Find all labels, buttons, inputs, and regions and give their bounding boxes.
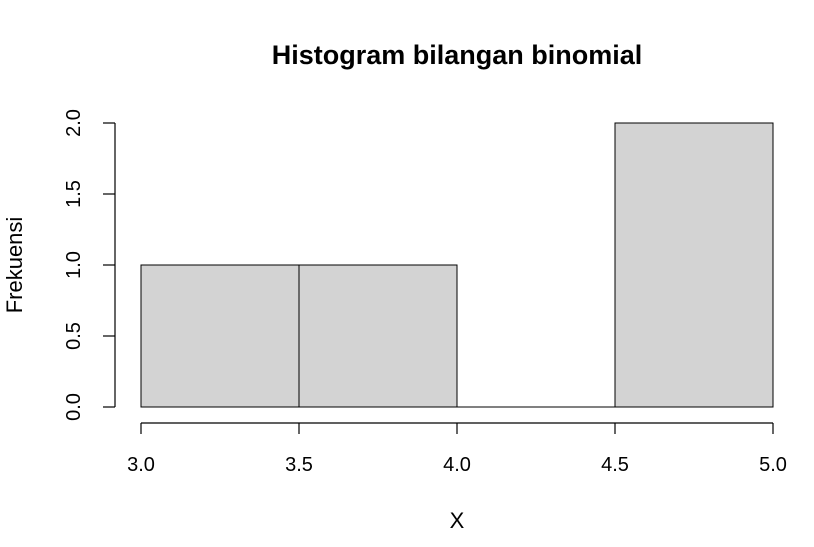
y-axis-label: Frekuensi xyxy=(2,217,27,314)
x-tick-label-3: 4.5 xyxy=(601,454,629,476)
x-axis: 3.0 3.5 4.0 4.5 5.0 xyxy=(127,422,787,476)
y-axis: 0.0 0.5 1.0 1.5 2.0 xyxy=(63,109,116,421)
x-tick-label-4: 5.0 xyxy=(759,454,787,476)
chart-title: Histogram bilangan binomial xyxy=(272,40,643,70)
histogram-bar-1 xyxy=(298,264,458,408)
x-tick-label-2: 4.0 xyxy=(443,454,471,476)
y-tick-label-3: 1.5 xyxy=(63,180,85,208)
x-tick-label-1: 3.5 xyxy=(285,454,313,476)
x-axis-label: X xyxy=(450,508,465,533)
x-tick-label-0: 3.0 xyxy=(127,454,155,476)
histogram-bar-0 xyxy=(140,264,300,408)
y-tick-label-0: 0.0 xyxy=(63,393,85,421)
y-tick-label-2: 1.0 xyxy=(63,251,85,279)
histogram-bar-3 xyxy=(614,122,774,408)
y-tick-label-4: 2.0 xyxy=(63,109,85,137)
y-tick-label-1: 0.5 xyxy=(63,322,85,350)
bars-group xyxy=(140,122,774,408)
